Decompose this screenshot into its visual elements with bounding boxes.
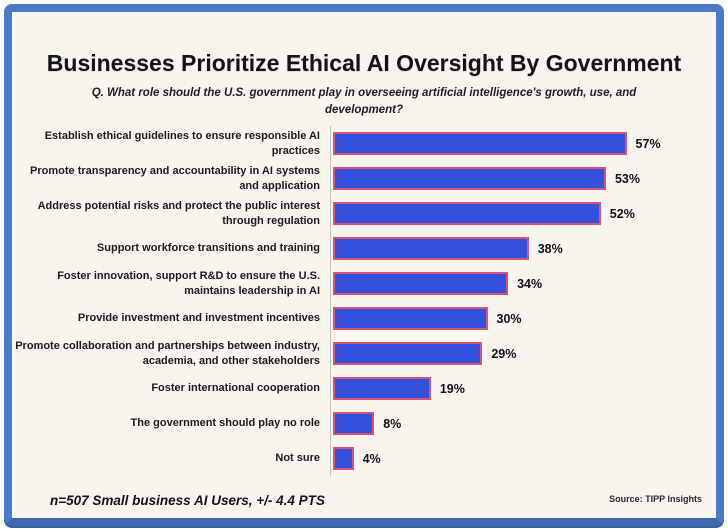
bar-track: 4%	[330, 441, 716, 476]
category-label: Foster innovation, support R&D to ensure…	[57, 270, 320, 297]
bar-track: 29%	[330, 336, 716, 371]
value-label: 38%	[537, 241, 563, 256]
bar-track: 52%	[330, 196, 716, 231]
bar-track: 34%	[330, 266, 716, 301]
bar	[333, 167, 606, 190]
bar	[333, 237, 529, 260]
bar-track: 38%	[330, 231, 716, 266]
bar-row: Support workforce transitions and traini…	[12, 231, 716, 266]
value-label: 8%	[383, 416, 402, 431]
bar-row: Promote collaboration and partnerships b…	[12, 336, 716, 371]
bar-row: Foster innovation, support R&D to ensure…	[12, 266, 716, 301]
category-label: Support workforce transitions and traini…	[96, 242, 320, 255]
bar	[333, 447, 354, 470]
bar-row: Promote transparency and accountability …	[12, 161, 716, 196]
bar-row: The government should play no role 8%	[12, 406, 716, 441]
value-label: 4%	[362, 451, 381, 466]
category-label: The government should play no role	[130, 417, 320, 430]
value-label: 52%	[609, 206, 635, 221]
bar-row: Provide investment and investment incent…	[12, 301, 716, 336]
bar	[333, 132, 627, 155]
category-label: Foster international cooperation	[151, 382, 320, 395]
value-label: 34%	[517, 276, 543, 291]
bar	[333, 307, 488, 330]
bar-track: 8%	[330, 406, 716, 441]
category-label: Not sure	[275, 452, 320, 465]
bar	[333, 412, 375, 435]
source-attribution: Source: TIPP Insights	[609, 494, 702, 504]
chart-title: Businesses Prioritize Ethical AI Oversig…	[46, 50, 682, 76]
bar-row: Foster international cooperation 19%	[12, 371, 716, 406]
chart-card: Businesses Prioritize Ethical AI Oversig…	[12, 12, 716, 518]
bar-track: 19%	[330, 371, 716, 406]
chart-frame: Businesses Prioritize Ethical AI Oversig…	[4, 4, 724, 526]
bar-row: Address potential risks and protect the …	[12, 196, 716, 231]
bar-chart: Establish ethical guidelines to ensure r…	[12, 126, 716, 476]
value-label: 30%	[496, 311, 522, 326]
bar	[333, 202, 601, 225]
category-label: Establish ethical guidelines to ensure r…	[44, 130, 320, 157]
value-label: 57%	[635, 136, 661, 151]
value-label: 19%	[439, 381, 465, 396]
bar-track: 53%	[330, 161, 716, 196]
value-label: 53%	[614, 171, 640, 186]
bar	[333, 272, 509, 295]
category-label: Provide investment and investment incent…	[77, 312, 320, 325]
bar-track: 57%	[330, 126, 716, 161]
bar	[333, 377, 431, 400]
value-label: 29%	[491, 346, 517, 361]
sample-size-note: n=507 Small business AI Users, +/- 4.4 P…	[50, 493, 325, 508]
bar-row: Establish ethical guidelines to ensure r…	[12, 126, 716, 161]
bar-track: 30%	[330, 301, 716, 336]
category-label: Promote collaboration and partnerships b…	[15, 340, 320, 367]
category-label: Address potential risks and protect the …	[37, 200, 320, 227]
chart-subtitle: Q. What role should the U.S. government …	[91, 87, 637, 116]
bar-row: Not sure 4%	[12, 441, 716, 476]
category-label: Promote transparency and accountability …	[30, 165, 320, 192]
bar	[333, 342, 483, 365]
